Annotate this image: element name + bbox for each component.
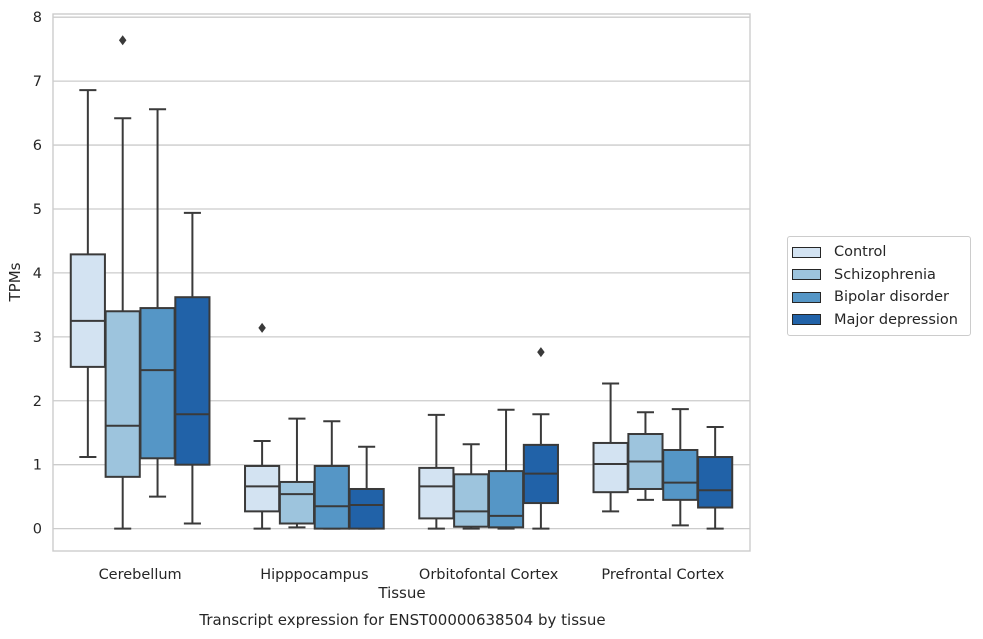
box-control — [69, 89, 106, 459]
box-body — [348, 487, 385, 530]
box-body — [69, 253, 106, 368]
y-tick-label: 8 — [33, 10, 42, 26]
box-bipolar-disorder — [139, 108, 176, 498]
box-major-depression — [174, 211, 211, 525]
legend-label: Major depression — [834, 311, 958, 328]
x-tick-label: Cerebellum — [99, 567, 182, 583]
x-tick-label: Hipppocampus — [260, 567, 368, 583]
box-body — [313, 464, 350, 530]
box-bipolar-disorder — [487, 408, 525, 530]
y-tick-label: 1 — [33, 458, 42, 474]
box-bipolar-disorder — [662, 408, 699, 527]
box-body — [487, 470, 525, 529]
box-body — [592, 441, 629, 494]
box-body — [662, 448, 699, 501]
box-schizophrenia — [104, 35, 141, 530]
box-bipolar-disorder — [313, 420, 350, 530]
box-body — [244, 464, 281, 513]
legend-label: Control — [834, 244, 887, 261]
plot-area-frame — [52, 13, 751, 552]
legend-item: Schizophrenia — [788, 264, 970, 287]
x-axis-label: Tissue — [377, 584, 425, 602]
y-tick-labels: 0 1 2 3 4 5 6 7 8 — [33, 10, 42, 537]
legend-label: Bipolar disorder — [834, 289, 949, 306]
y-tick-label: 3 — [33, 330, 42, 346]
box-body — [697, 456, 734, 509]
y-tick-label: 5 — [33, 202, 42, 218]
legend: Control Schizophrenia Bipolar disorder Majo… — [787, 236, 971, 336]
box-major-depression — [697, 425, 734, 530]
x-tick-label: Orbitofontal Cortex — [419, 567, 559, 583]
x-tick-label: Prefrontal Cortex — [601, 567, 724, 583]
box-control — [592, 382, 629, 513]
legend-swatch — [792, 291, 821, 303]
y-tick-label: 6 — [33, 138, 42, 154]
legend-item: Control — [788, 241, 970, 264]
box-schizophrenia — [453, 443, 490, 530]
box-major-depression — [348, 445, 385, 530]
legend-swatch — [792, 246, 821, 258]
legend-item: Major depression — [788, 309, 970, 332]
y-tick-label: 7 — [33, 74, 42, 90]
box-body — [418, 466, 455, 520]
outlier-point — [118, 35, 127, 46]
box-major-depression — [522, 347, 559, 530]
box-control — [418, 413, 455, 530]
box-body — [139, 307, 176, 460]
box-schizophrenia — [627, 411, 664, 501]
box-control — [244, 322, 281, 530]
x-tick-labels: Cerebellum Hipppocampus Orbitofontal Corte… — [99, 567, 725, 583]
outlier-point — [258, 322, 266, 333]
boxes-layer — [69, 35, 734, 530]
box-schizophrenia — [278, 417, 316, 529]
chart-title: Transcript expression for ENST0000063850… — [199, 611, 606, 629]
y-tick-label: 2 — [33, 394, 42, 410]
box-body — [278, 480, 316, 525]
legend-swatch — [792, 269, 821, 281]
legend-swatch — [792, 314, 821, 326]
box-body — [174, 296, 211, 466]
box-body — [104, 310, 141, 478]
y-tick-label: 4 — [33, 266, 42, 282]
outlier-point — [537, 347, 545, 358]
legend-item: Bipolar disorder — [788, 286, 970, 309]
y-tick-label: 0 — [33, 522, 42, 538]
legend-label: Schizophrenia — [834, 266, 936, 283]
box-body — [453, 473, 490, 528]
y-axis-label: TPMs — [6, 262, 24, 302]
